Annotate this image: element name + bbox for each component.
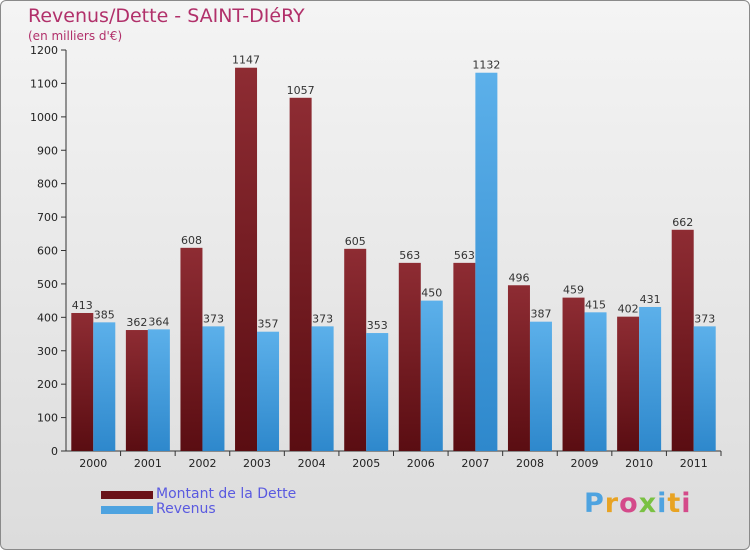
bar-dette (289, 97, 312, 452)
x-tick-label: 2001 (134, 457, 162, 470)
data-label-dette: 459 (563, 284, 584, 297)
y-tick-label: 500 (37, 278, 58, 291)
logo-letter: t (667, 488, 682, 519)
bar-dette (507, 285, 530, 451)
data-label-revenus: 431 (640, 293, 661, 306)
bar-revenus (529, 321, 552, 451)
data-label-revenus: 385 (94, 308, 115, 321)
data-label-dette: 662 (672, 216, 693, 229)
bar-revenus (475, 72, 498, 452)
bar-dette (235, 67, 258, 452)
y-tick-label: 200 (37, 378, 58, 391)
bar-revenus (584, 312, 607, 451)
data-label-dette: 413 (72, 299, 93, 312)
data-label-revenus: 373 (694, 312, 715, 325)
bar-revenus (639, 306, 662, 451)
y-tick-label: 1200 (30, 44, 58, 57)
data-label-revenus: 373 (312, 312, 333, 325)
logo-letter: P (584, 488, 605, 519)
logo-letter: x (638, 488, 658, 519)
y-tick-label: 1100 (30, 77, 58, 90)
y-tick-label: 700 (37, 211, 58, 224)
bar-revenus (202, 326, 225, 451)
chart-subtitle: (en milliers d'€) (28, 29, 123, 43)
chart-title: Revenus/Dette - SAINT-DIéRY (28, 5, 305, 27)
bar-revenus (311, 326, 334, 451)
bar-dette (562, 297, 585, 451)
data-label-dette: 1147 (232, 54, 260, 67)
x-tick-label: 2002 (188, 457, 216, 470)
bar-dette (180, 247, 203, 451)
data-label-revenus: 357 (258, 318, 279, 331)
data-label-dette: 362 (126, 316, 147, 329)
y-tick-label: 600 (37, 245, 58, 258)
x-tick-label: 2009 (571, 457, 599, 470)
logo-letter: r (604, 488, 620, 519)
bar-dette (671, 229, 694, 451)
legend-label-revenus: Revenus (156, 501, 216, 517)
bar-dette (453, 262, 476, 451)
logo-letter: i (681, 488, 692, 519)
data-label-revenus: 1132 (472, 59, 500, 72)
bar-revenus (420, 300, 443, 451)
bar-dette (344, 248, 367, 451)
x-tick-label: 2008 (516, 457, 544, 470)
x-tick-label: 2006 (407, 457, 435, 470)
x-tick-label: 2011 (680, 457, 708, 470)
logo-letter: i (657, 488, 668, 519)
data-label-revenus: 353 (367, 319, 388, 332)
data-label-dette: 608 (181, 234, 202, 247)
y-tick-label: 300 (37, 345, 58, 358)
y-tick-label: 0 (51, 445, 58, 458)
x-tick-label: 2005 (352, 457, 380, 470)
x-tick-label: 2000 (79, 457, 107, 470)
bar-revenus (257, 331, 280, 451)
bar-dette (125, 330, 148, 451)
bar-revenus (93, 322, 116, 451)
x-tick-label: 2004 (298, 457, 326, 470)
legend-swatch-revenus (101, 506, 153, 514)
data-label-revenus: 364 (148, 315, 169, 328)
data-label-revenus: 415 (585, 298, 606, 311)
bar-revenus (147, 329, 170, 451)
data-label-dette: 1057 (287, 84, 315, 97)
data-label-dette: 563 (399, 249, 420, 262)
data-label-dette: 605 (345, 235, 366, 248)
y-tick-label: 400 (37, 311, 58, 324)
data-label-revenus: 373 (203, 312, 224, 325)
data-label-dette: 563 (454, 249, 475, 262)
y-tick-label: 1000 (30, 111, 58, 124)
logo-letter: o (619, 488, 639, 519)
proxiti-logo: Proxiti (584, 488, 692, 519)
y-tick-label: 800 (37, 178, 58, 191)
x-tick-label: 2007 (461, 457, 489, 470)
bar-revenus (693, 326, 716, 451)
legend-swatch-dette (101, 491, 153, 499)
bar-dette (617, 316, 640, 451)
x-tick-label: 2003 (243, 457, 271, 470)
data-label-revenus: 387 (530, 308, 551, 321)
legend-label-dette: Montant de la Dette (156, 486, 297, 502)
data-label-dette: 402 (618, 303, 639, 316)
bar-dette (71, 312, 94, 451)
data-label-revenus: 450 (421, 287, 442, 300)
bar-revenus (366, 333, 389, 451)
y-tick-label: 100 (37, 412, 58, 425)
bar-dette (398, 262, 421, 451)
x-tick-label: 2010 (625, 457, 653, 470)
data-label-dette: 496 (508, 271, 529, 284)
y-tick-label: 900 (37, 144, 58, 157)
